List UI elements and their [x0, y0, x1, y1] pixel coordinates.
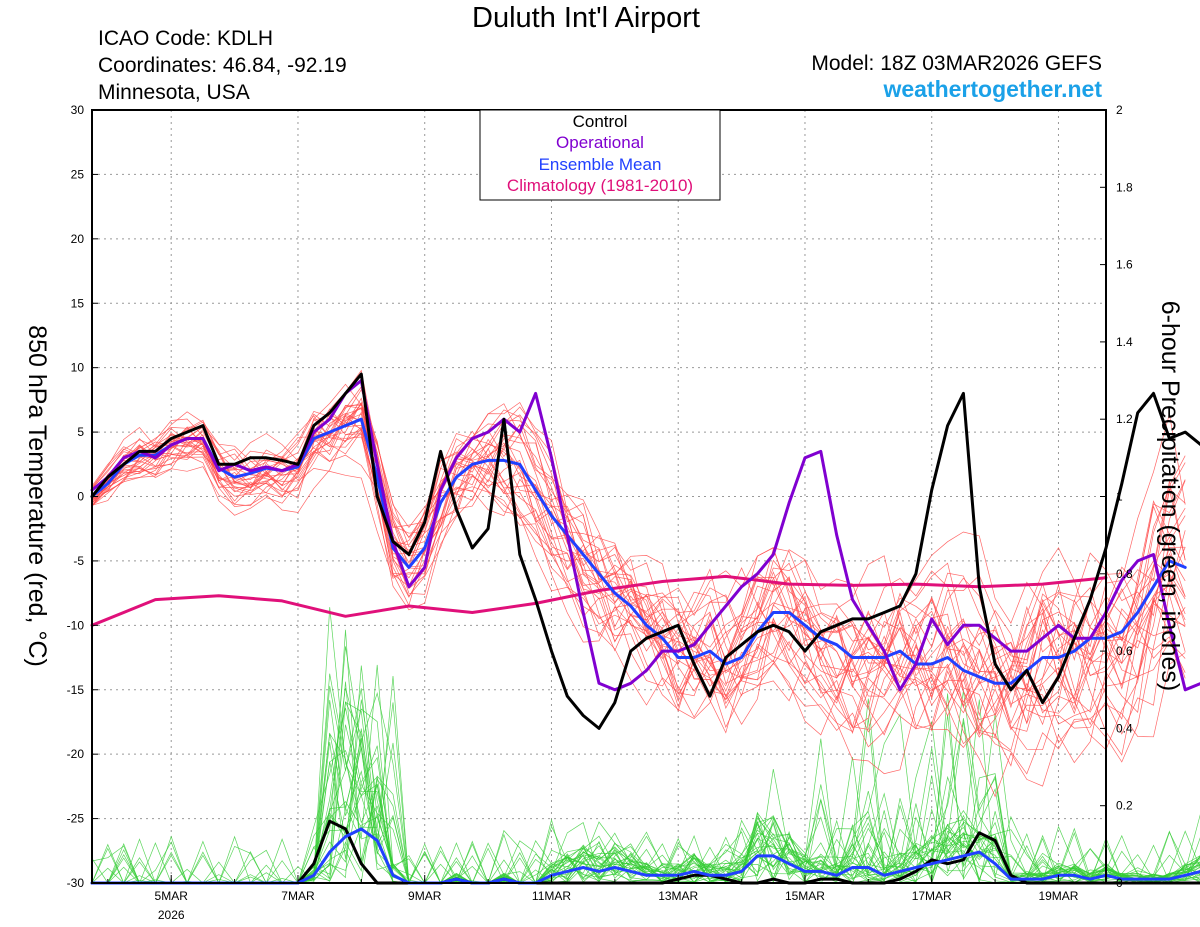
x-tick-label: 11MAR	[532, 889, 571, 903]
x-tick-label: 19MAR	[1038, 889, 1078, 903]
x-tick-label: 17MAR	[912, 889, 952, 903]
y2-tick-label: 0.2	[1116, 799, 1133, 813]
operational-temp-line	[90, 379, 1200, 692]
y2-tick-label: 0.6	[1116, 644, 1133, 658]
temp-member-line	[91, 401, 1186, 730]
y-tick-label: 10	[71, 361, 85, 375]
y-tick-label: 15	[71, 296, 85, 310]
model-run: Model: 18Z 03MAR2026 GEFS	[811, 52, 1102, 75]
y-axis-label: 850 hPa Temperature (red, °C)	[23, 325, 51, 667]
temp-member-line	[91, 386, 1186, 732]
control-temp-line	[90, 372, 1200, 730]
temp-member-line	[91, 413, 1186, 725]
temp-member-line	[91, 415, 1186, 739]
precip-member-line	[91, 713, 1200, 884]
temp-member-line	[91, 403, 1186, 748]
precip-member-line	[92, 700, 1200, 885]
legend: Control Operational Ensemble Mean Climat…	[479, 109, 721, 201]
y-tick-label: -10	[67, 618, 85, 632]
legend-operational: Operational	[556, 133, 644, 152]
precip-member-line	[92, 685, 1200, 884]
icao-code: ICAO Code: KDLH	[98, 27, 274, 50]
y2-tick-label: 1.4	[1116, 335, 1133, 349]
x-tick-label: 5MAR	[155, 889, 189, 903]
y-tick-label: 20	[71, 232, 85, 246]
temp-member-line	[91, 406, 1186, 728]
precip-member-line	[91, 728, 1200, 884]
y2-tick-label: 1	[1116, 490, 1123, 504]
legend-control: Control	[573, 112, 628, 131]
temp-member-line	[91, 411, 1186, 692]
temp-member-line	[91, 388, 1186, 736]
precip-member-line	[92, 737, 1200, 885]
legend-frame	[479, 109, 721, 201]
y2-tick-label: 1.8	[1116, 180, 1133, 194]
legend-ensemble-mean: Ensemble Mean	[539, 155, 662, 174]
precip-member-line	[92, 724, 1200, 884]
x-tick-label: 9MAR	[408, 889, 442, 903]
climatology-temp-line	[90, 574, 1108, 627]
y2-tick-label: 0.4	[1116, 721, 1133, 735]
y-tick-label: -5	[73, 554, 84, 568]
legend-climatology: Climatology (1981-2010)	[507, 176, 693, 195]
site-link[interactable]: weathertogether.net	[883, 76, 1102, 102]
x-tick-label: 13MAR	[658, 889, 698, 903]
temp-member-line	[91, 419, 1186, 738]
grid-lines	[92, 110, 1106, 883]
x-tick-sublabel: 2026	[158, 908, 185, 922]
y-tick-label: 5	[77, 425, 84, 439]
temp-member-line	[91, 433, 1186, 703]
y-tick-label: 0	[77, 490, 84, 504]
y2-tick-label: 1.2	[1116, 412, 1133, 426]
chart-title: Duluth Int'l Airport	[472, 2, 700, 34]
y2-tick-label: 2	[1116, 103, 1123, 117]
region: Minnesota, USA	[98, 81, 250, 104]
temp-member-line	[91, 403, 1186, 701]
precip-member-line	[92, 718, 1200, 884]
y2-tick-label: 0.8	[1116, 567, 1133, 581]
temp-member-line	[91, 383, 1186, 775]
precip-member-line	[91, 708, 1200, 884]
temp-member-line	[91, 402, 1186, 733]
precip-member-line	[92, 721, 1200, 884]
y-tick-label: -25	[67, 812, 85, 826]
x-tick-label: 15MAR	[785, 889, 825, 903]
y-tick-label: 30	[71, 103, 85, 117]
coordinates: Coordinates: 46.84, -92.19	[98, 54, 347, 77]
precip-member-line	[91, 707, 1200, 884]
axes: 302520151050-5-10-15-20-25-3021.81.61.41…	[67, 103, 1133, 922]
temp-member-line	[91, 408, 1186, 748]
y-tick-label: 25	[71, 167, 85, 181]
y2-tick-label: 0	[1116, 876, 1123, 890]
y2-tick-label: 1.6	[1116, 258, 1133, 272]
y-tick-label: -30	[67, 876, 85, 890]
y2-axis-label: 6-hour Precipitation (green, inches)	[1156, 301, 1184, 691]
precip-member-line	[92, 721, 1200, 884]
y-tick-label: -15	[67, 683, 85, 697]
x-tick-label: 7MAR	[281, 889, 315, 903]
temp-member-line	[91, 412, 1186, 736]
y-tick-label: -20	[67, 747, 85, 761]
